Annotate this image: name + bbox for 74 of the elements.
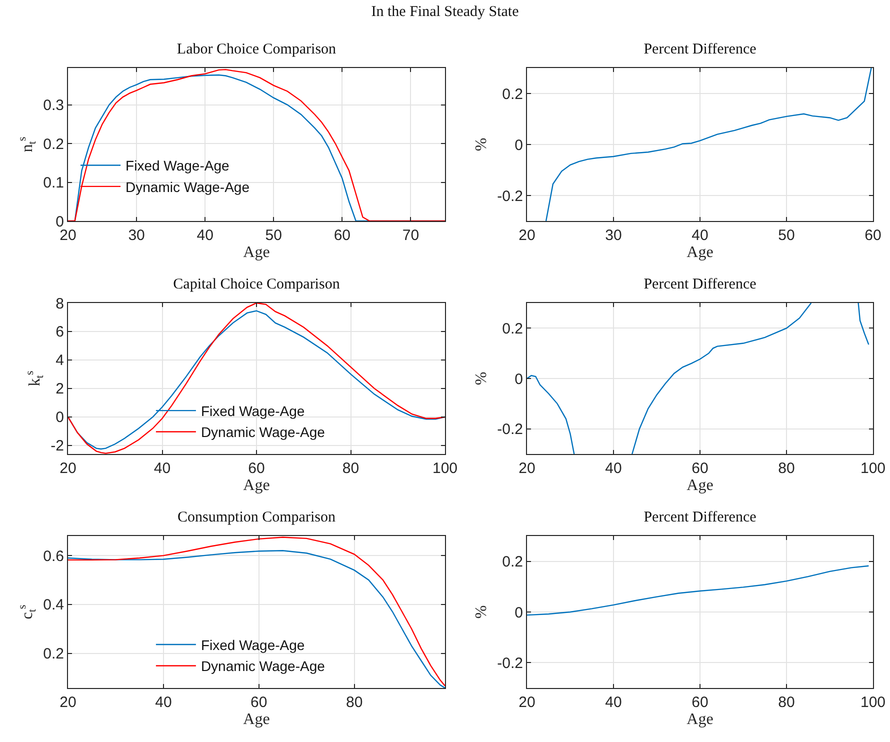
legend-label: Fixed Wage-Age xyxy=(126,158,230,174)
x-axis-title: Age xyxy=(243,477,270,494)
x-axis-title: Age xyxy=(243,711,270,728)
legend-label: Fixed Wage-Age xyxy=(200,636,305,653)
x-tick-label: 30 xyxy=(128,227,145,244)
chart-title: Labor Choice Comparison xyxy=(176,42,337,58)
x-tick-label: 40 xyxy=(605,460,622,477)
y-tick-label: 0 xyxy=(514,604,523,622)
legend-label: Dynamic Wage-Age xyxy=(200,424,326,440)
y-tick-label: -0.2 xyxy=(497,654,523,672)
y-tick-label: -0.2 xyxy=(497,188,523,205)
x-tick-label: 60 xyxy=(250,694,268,711)
y-tick-label: 0.2 xyxy=(43,136,64,153)
chart-title: Percent Difference xyxy=(644,42,757,58)
y-tick-label: 0.2 xyxy=(502,554,523,571)
legend-label: Dynamic Wage-Age xyxy=(126,178,250,195)
x-tick-label: 40 xyxy=(692,227,708,244)
y-tick-label: 0 xyxy=(514,136,523,154)
y-tick-label: 0.4 xyxy=(43,596,64,614)
line-series xyxy=(545,68,872,221)
x-tick-label: 40 xyxy=(196,227,214,244)
y-axis-title: % xyxy=(473,138,490,152)
y-tick-label: 0.2 xyxy=(43,646,64,663)
y-tick-label: 0 xyxy=(514,370,523,388)
x-tick-label: 20 xyxy=(518,460,536,477)
y-tick-label: 0.6 xyxy=(43,548,64,565)
chart-title: Capital Choice Comparison xyxy=(173,276,340,292)
x-tick-label: 50 xyxy=(778,227,795,244)
text: In the Final Steady State xyxy=(370,4,520,21)
x-tick-label: 60 xyxy=(692,694,708,711)
x-tick-label: 20 xyxy=(60,694,76,711)
y-tick-label: 6 xyxy=(56,324,64,341)
y-tick-label: 4 xyxy=(56,352,64,370)
y-tick-label: 0 xyxy=(56,409,64,426)
y-axis-title: % xyxy=(473,372,490,386)
x-tick-label: 80 xyxy=(778,694,795,711)
y-tick-label: -0.2 xyxy=(497,421,523,438)
x-tick-label: 100 xyxy=(860,694,886,711)
y-tick-label: 0.3 xyxy=(43,97,64,114)
y-axis-title: % xyxy=(473,605,490,619)
x-axis-title: Age xyxy=(243,244,270,261)
y-tick-label: 0.2 xyxy=(502,320,523,338)
x-tick-label: 80 xyxy=(346,694,363,711)
x-axis-title: Age xyxy=(686,477,714,494)
x-tick-label: 60 xyxy=(864,227,882,244)
x-tick-label: 60 xyxy=(692,460,708,477)
x-tick-label: 40 xyxy=(154,460,171,477)
y-tick-label: 0.2 xyxy=(502,86,523,103)
x-tick-label: 100 xyxy=(432,460,458,477)
x-tick-label: 30 xyxy=(605,227,622,244)
x-tick-label: 60 xyxy=(334,227,351,244)
x-tick-label: 100 xyxy=(860,460,886,477)
y-tick-label: -2 xyxy=(50,438,64,455)
x-tick-label: 60 xyxy=(248,460,265,477)
x-tick-label: 20 xyxy=(518,227,536,244)
x-tick-label: 50 xyxy=(265,227,282,244)
x-tick-label: 80 xyxy=(342,460,360,477)
legend-label: Dynamic Wage-Age xyxy=(200,658,326,674)
x-axis-title: Age xyxy=(686,244,714,261)
y-tick-label: 2 xyxy=(56,380,64,398)
x-tick-label: 20 xyxy=(518,694,536,711)
legend-label: Fixed Wage-Age xyxy=(200,403,305,420)
x-tick-label: 20 xyxy=(60,460,76,477)
chart-title: Percent Difference xyxy=(644,276,757,292)
x-axis-title: Age xyxy=(686,711,714,728)
x-tick-label: 70 xyxy=(402,227,420,244)
x-tick-label: 40 xyxy=(605,694,622,711)
y-tick-label: 8 xyxy=(56,295,64,312)
line-series xyxy=(527,565,870,616)
chart-title: Percent Difference xyxy=(644,510,757,526)
x-tick-label: 80 xyxy=(778,460,795,477)
x-tick-label: 40 xyxy=(155,694,172,711)
y-tick-label: 0.1 xyxy=(43,174,64,192)
chart-title: Consumption Comparison xyxy=(178,510,336,526)
